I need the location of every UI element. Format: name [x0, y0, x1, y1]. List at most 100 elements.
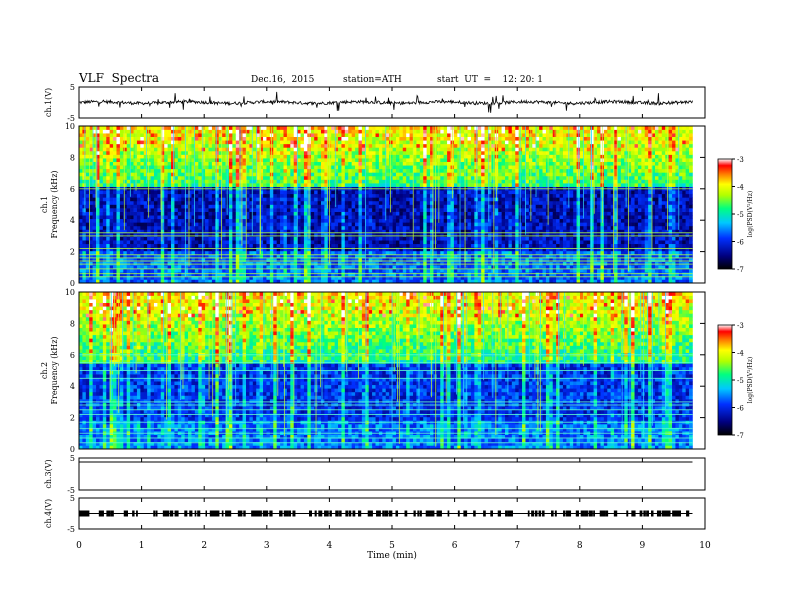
- spectro-cell: [178, 208, 182, 212]
- spectro-cell: [113, 180, 117, 184]
- spectro-cell: [137, 226, 141, 230]
- spectro-cell: [174, 130, 178, 134]
- spectro-cell: [106, 262, 110, 266]
- spectro-cell: [198, 247, 202, 251]
- spectro-cell: [113, 137, 117, 141]
- spectro-cell: [137, 190, 141, 194]
- spectro-cell: [154, 201, 158, 205]
- spectro-cell: [144, 262, 148, 266]
- spectro-cell: [116, 155, 120, 159]
- spectro-cell: [106, 144, 110, 148]
- spectro-cell: [116, 172, 120, 176]
- spectro-cell: [195, 162, 199, 166]
- spectro-cell: [123, 194, 127, 198]
- spectro-cell: [116, 190, 120, 194]
- spectro-cell: [154, 140, 158, 144]
- spectro-cell: [134, 237, 138, 241]
- spectro-cell: [205, 247, 209, 251]
- spectro-cell: [127, 176, 131, 180]
- spectro-cell: [120, 147, 124, 151]
- spectro-cell: [202, 194, 206, 198]
- spectro-cell: [164, 158, 168, 162]
- spectro-cell: [209, 222, 213, 226]
- spectro-cell: [151, 194, 155, 198]
- spectro-cell: [82, 244, 86, 248]
- spectro-cell: [178, 165, 182, 169]
- spectro-cell: [127, 155, 131, 159]
- spectro-cell: [120, 133, 124, 137]
- spectro-cell: [103, 147, 107, 151]
- spectro-cell: [86, 244, 90, 248]
- spectro-cell: [120, 201, 124, 205]
- spectro-cell: [178, 126, 182, 130]
- spectro-cell: [99, 226, 103, 230]
- spectro-cell: [82, 151, 86, 155]
- spectro-cell: [99, 212, 103, 216]
- spectro-cell: [181, 205, 185, 209]
- spectro-cell: [106, 237, 110, 241]
- spectro-cell: [209, 140, 213, 144]
- spectro-cell: [144, 247, 148, 251]
- spectro-cell: [198, 215, 202, 219]
- spectro-cell: [86, 126, 90, 130]
- spectro-cell: [174, 165, 178, 169]
- spectro-cell: [106, 272, 110, 276]
- spectro-cell: [116, 144, 120, 148]
- spectro-cell: [134, 226, 138, 230]
- spectro-cell: [164, 162, 168, 166]
- spectro-cell: [202, 169, 206, 173]
- spectro-cell: [140, 183, 144, 187]
- spectro-cell: [140, 140, 144, 144]
- spectro-cell: [174, 176, 178, 180]
- spectro-cell: [202, 165, 206, 169]
- spectro-cell: [79, 183, 83, 187]
- spectro-cell: [195, 155, 199, 159]
- spectro-cell: [134, 197, 138, 201]
- spectro-cell: [161, 212, 165, 216]
- spectro-cell: [123, 130, 127, 134]
- spectro-cell: [134, 251, 138, 255]
- spectro-cell: [191, 226, 195, 230]
- spectro-cell: [202, 126, 206, 130]
- spectro-cell: [181, 272, 185, 276]
- spectro-cell: [212, 212, 216, 216]
- spectro-cell: [99, 144, 103, 148]
- spectro-cell: [178, 215, 182, 219]
- spectro-cell: [82, 201, 86, 205]
- spectro-cell: [195, 237, 199, 241]
- spectro-cell: [127, 237, 131, 241]
- spectro-cell: [161, 144, 165, 148]
- spectro-cell: [120, 155, 124, 159]
- spectro-cell: [171, 176, 175, 180]
- spectro-cell: [110, 219, 114, 223]
- spectro-cell: [103, 151, 107, 155]
- spectro-cell: [134, 158, 138, 162]
- spectro-cell: [79, 176, 83, 180]
- spectro-cell: [130, 247, 134, 251]
- spectro-cell: [181, 155, 185, 159]
- spectro-cell: [198, 133, 202, 137]
- spectro-cell: [202, 172, 206, 176]
- spectro-cell: [164, 176, 168, 180]
- spectro-cell: [127, 140, 131, 144]
- spectro-cell: [134, 194, 138, 198]
- spectro-cell: [147, 226, 151, 230]
- spectro-cell: [137, 212, 141, 216]
- spectro-cell: [209, 219, 213, 223]
- spectro-cell: [209, 137, 213, 141]
- spectro-cell: [212, 272, 216, 276]
- spectro-cell: [123, 183, 127, 187]
- spectro-cell: [113, 237, 117, 241]
- spectro-cell: [164, 133, 168, 137]
- spectro-cell: [151, 133, 155, 137]
- spectro-cell: [103, 162, 107, 166]
- y-tick-label: 4: [70, 382, 75, 391]
- spectro-cell: [130, 205, 134, 209]
- spectro-cell: [82, 169, 86, 173]
- spectro-cell: [157, 251, 161, 255]
- spectro-cell: [82, 262, 86, 266]
- y-tick-label: 0: [70, 445, 75, 454]
- spectro-cell: [106, 244, 110, 248]
- spectro-cell: [120, 215, 124, 219]
- spectro-cell: [151, 183, 155, 187]
